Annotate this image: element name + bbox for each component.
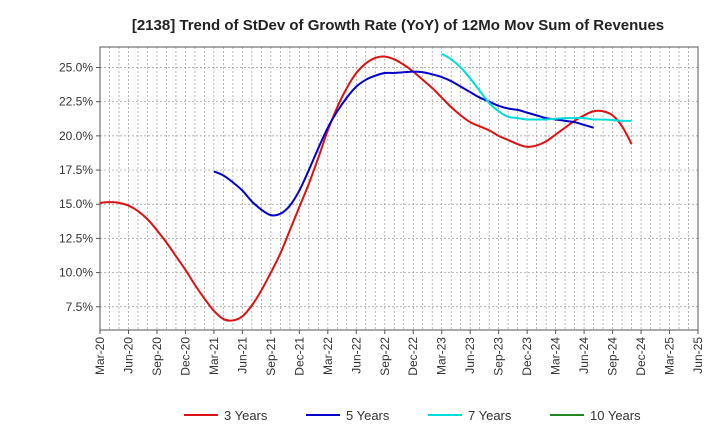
x-tick-label: Sep-21	[264, 337, 278, 376]
x-tick-label: Jun-24	[577, 337, 591, 374]
x-tick-label: Sep-20	[150, 337, 164, 376]
x-tick-label: Jun-21	[235, 337, 249, 374]
series-line-7-years	[441, 52, 632, 122]
x-axis: Mar-20 Jun-20 Sep-20 Dec-20 Mar-21 Jun-21 Sep-…	[93, 330, 705, 376]
x-tick-label: Mar-23	[435, 337, 449, 375]
x-tick-label: Mar-24	[549, 337, 563, 375]
legend-label-3-years: 3 Years	[224, 408, 268, 423]
series-lines	[99, 52, 633, 322]
x-tick-label: Jun-20	[121, 337, 135, 374]
x-tick-label: Jun-25	[691, 337, 705, 374]
grid-lines	[99, 47, 699, 330]
x-tick-label: Jun-22	[349, 337, 363, 374]
x-tick-label: Mar-20	[93, 337, 107, 375]
x-tick-label: Sep-23	[492, 337, 506, 376]
legend-label-7-years: 7 Years	[468, 408, 512, 423]
x-tick-label: Sep-24	[606, 337, 620, 376]
y-tick-label: 22.5%	[59, 95, 93, 109]
x-tick-label: Mar-21	[207, 337, 221, 375]
y-tick-label: 7.5%	[66, 300, 94, 314]
y-tick-label: 20.0%	[59, 129, 93, 143]
x-tick-label: Dec-21	[292, 337, 306, 376]
y-tick-label: 15.0%	[59, 197, 93, 211]
x-tick-label: Dec-23	[520, 337, 534, 376]
plot-frame	[99, 46, 699, 331]
legend: 3 Years 5 Years 7 Years 10 Years	[184, 408, 641, 423]
legend-label-5-years: 5 Years	[346, 408, 390, 423]
series-line-5-years	[213, 70, 594, 217]
plot-area	[100, 47, 698, 330]
x-tick-label: Mar-22	[321, 337, 335, 375]
y-tick-label: 10.0%	[59, 266, 93, 280]
legend-label-10-years: 10 Years	[590, 408, 641, 423]
x-tick-label: Jun-23	[463, 337, 477, 374]
y-tick-label: 25.0%	[59, 61, 93, 75]
x-tick-label: Dec-22	[406, 337, 420, 376]
chart-title: [2138] Trend of StDev of Growth Rate (Yo…	[132, 17, 664, 34]
y-tick-label: 12.5%	[59, 231, 93, 245]
x-tick-label: Dec-24	[634, 337, 648, 376]
x-tick-label: Sep-22	[378, 337, 392, 376]
y-tick-label: 17.5%	[59, 163, 93, 177]
series-line-3-years	[99, 55, 633, 322]
x-tick-label: Mar-25	[663, 337, 677, 375]
x-tick-label: Dec-20	[178, 337, 192, 376]
y-axis: 7.5% 10.0% 12.5% 15.0% 17.5% 20.0% 22.5% 25.0%	[59, 61, 100, 314]
